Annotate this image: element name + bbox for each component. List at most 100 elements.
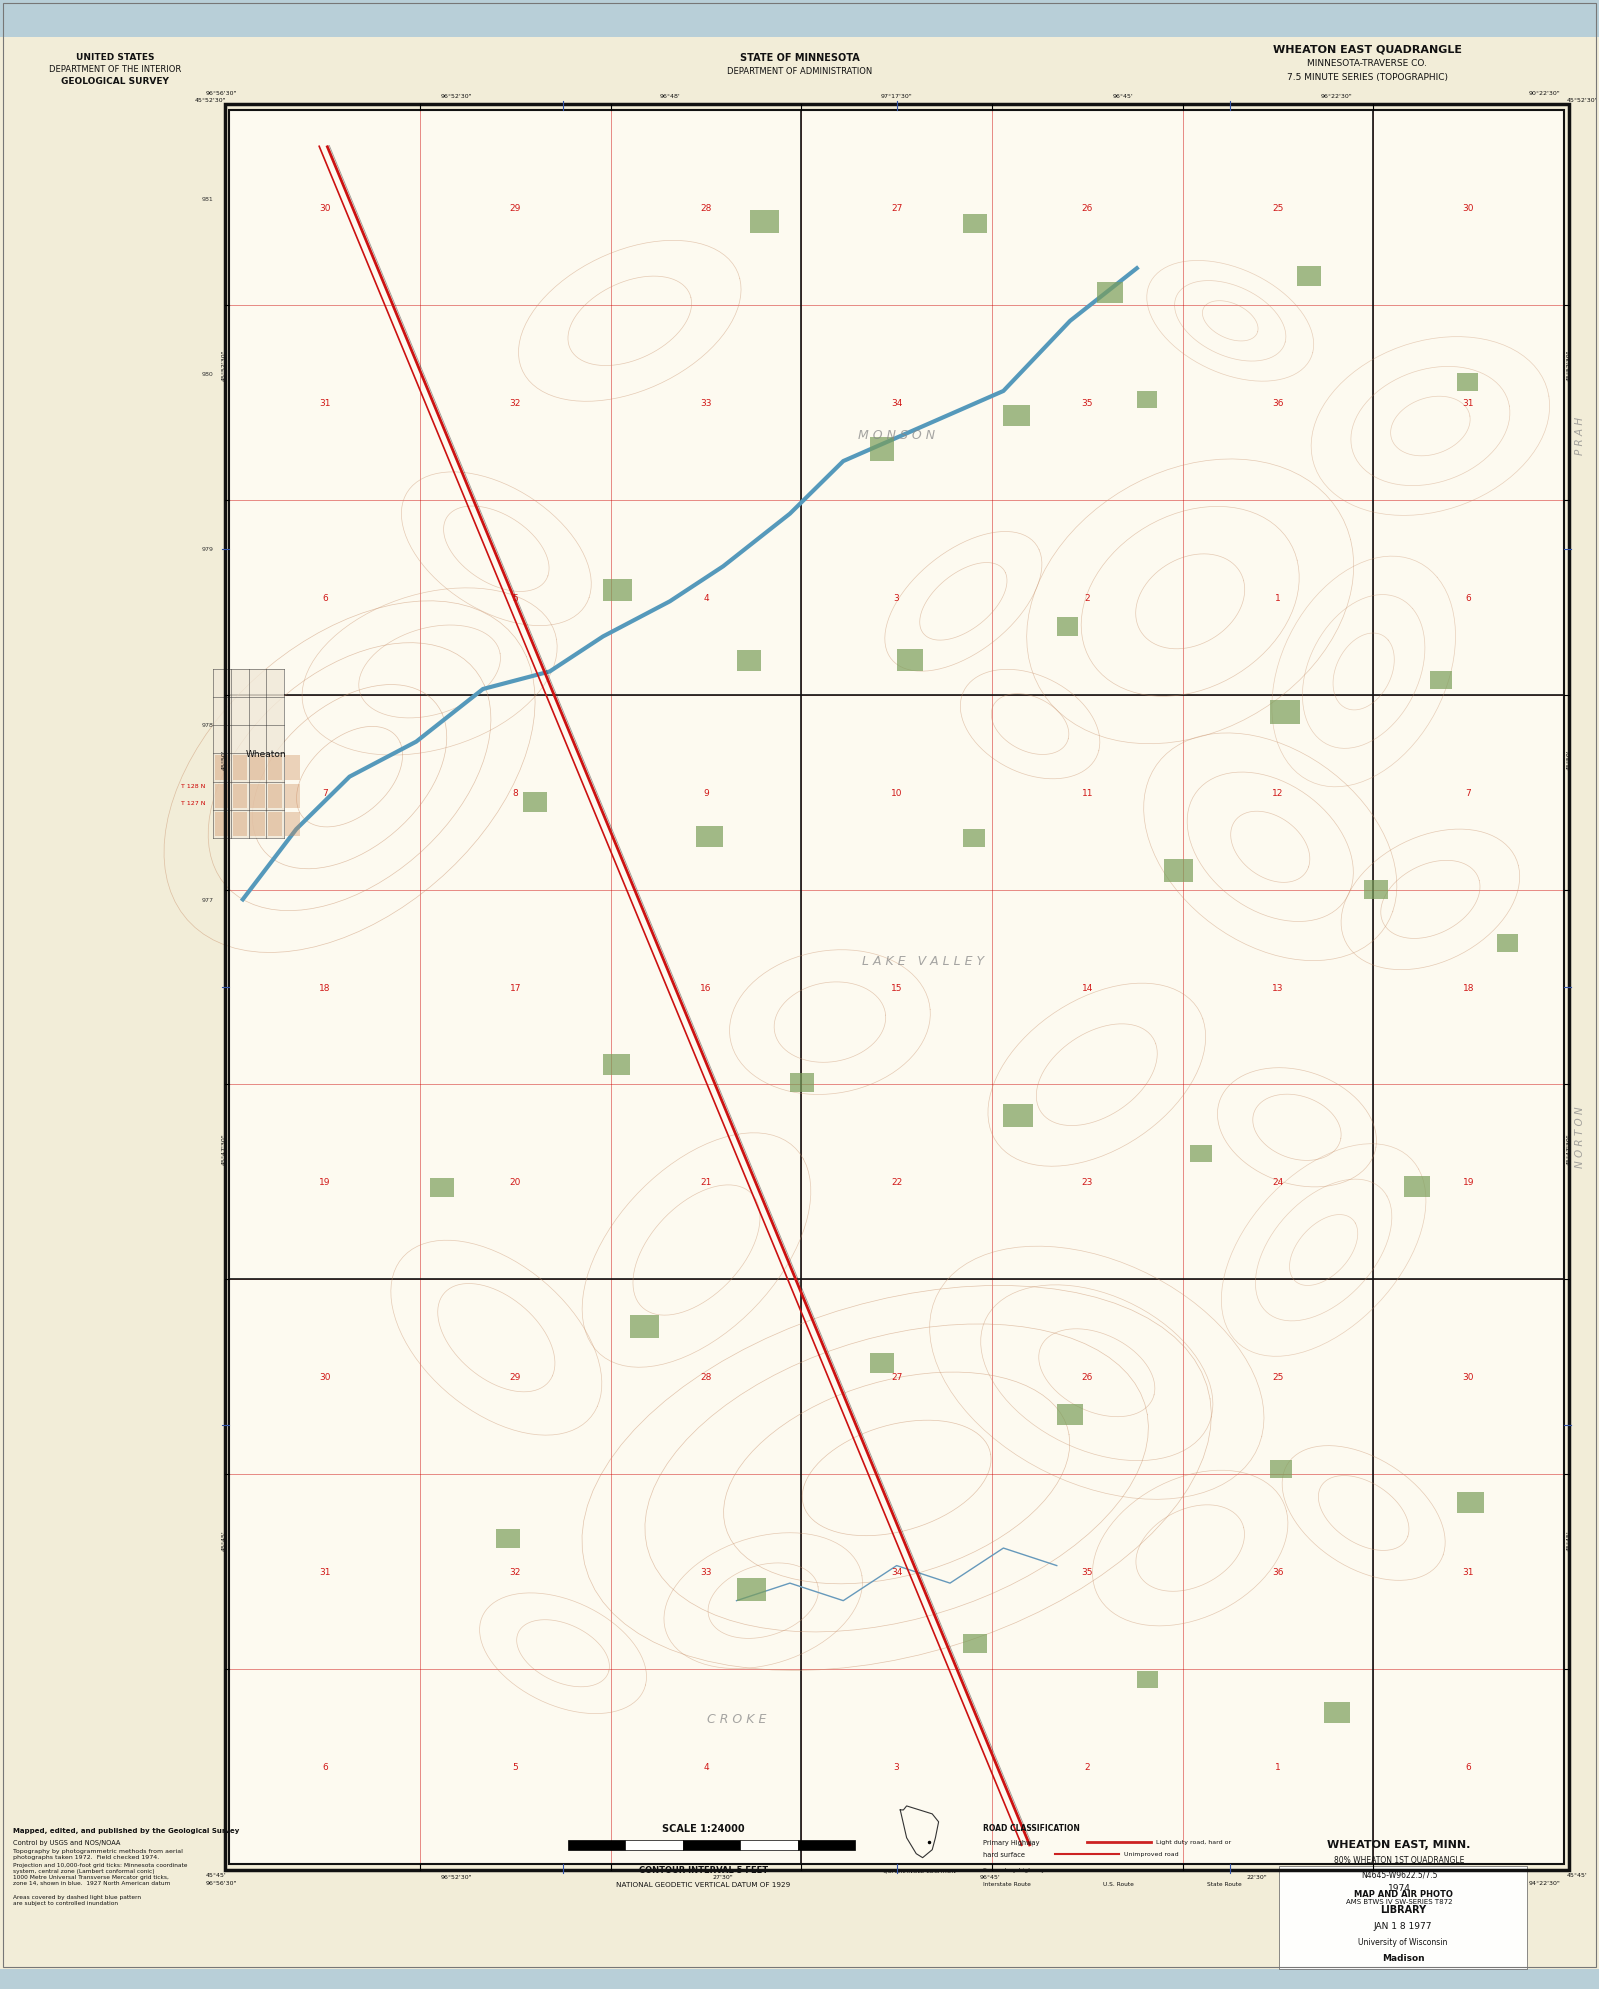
Text: Areas covered by dashed light blue pattern
are subject to controlled inundation: Areas covered by dashed light blue patte…	[13, 1894, 141, 1905]
Text: 96°45': 96°45'	[1113, 93, 1134, 99]
Text: 978: 978	[201, 722, 213, 728]
Bar	[1137, 1671, 1158, 1689]
Bar	[1324, 1703, 1350, 1724]
Text: 16: 16	[700, 983, 712, 993]
Text: 6: 6	[1466, 593, 1471, 603]
Text: MAP AND AIR PHOTO: MAP AND AIR PHOTO	[1354, 1890, 1452, 1898]
Text: 36: 36	[1273, 400, 1284, 408]
Text: DEPARTMENT OF ADMINISTRATION: DEPARTMENT OF ADMINISTRATION	[728, 68, 871, 76]
Bar	[267, 784, 281, 808]
Text: 96°22'30": 96°22'30"	[1321, 93, 1353, 99]
Bar	[625, 1840, 683, 1850]
Text: 45°47'30": 45°47'30"	[1567, 1134, 1572, 1166]
Text: 35: 35	[1081, 400, 1094, 408]
Bar	[1457, 1492, 1484, 1514]
Bar	[0, 0, 1599, 38]
Text: 30: 30	[1463, 1372, 1474, 1382]
Text: 1: 1	[1274, 1762, 1281, 1770]
Bar	[249, 812, 264, 837]
Text: SCALE 1:24000: SCALE 1:24000	[662, 1822, 745, 1834]
Text: 27'30": 27'30"	[713, 1874, 734, 1880]
Bar	[1004, 406, 1030, 428]
Text: 96°45': 96°45'	[980, 1874, 1001, 1880]
Text: STATE OF MINNESOTA: STATE OF MINNESOTA	[740, 52, 859, 64]
Text: 10: 10	[891, 788, 902, 798]
Text: NATIONAL GEODETIC VERTICAL DATUM OF 1929: NATIONAL GEODETIC VERTICAL DATUM OF 1929	[617, 1880, 790, 1888]
Text: 96°56'30": 96°56'30"	[205, 90, 237, 95]
Text: 35: 35	[1081, 1567, 1094, 1575]
Text: 7.5 MINUTE SERIES (TOPOGRAPHIC): 7.5 MINUTE SERIES (TOPOGRAPHIC)	[1287, 74, 1447, 82]
Bar	[1057, 1404, 1084, 1426]
Text: 80% WHEATON 1ST QUADRANGLE: 80% WHEATON 1ST QUADRANGLE	[1334, 1856, 1465, 1864]
Text: 31: 31	[320, 400, 331, 408]
Text: 45°52'30": 45°52'30"	[1567, 97, 1599, 103]
Text: M O N S O N: M O N S O N	[859, 430, 935, 442]
Text: 96°52'30": 96°52'30"	[440, 93, 472, 99]
Text: T 127 N: T 127 N	[181, 802, 205, 806]
Text: 15: 15	[891, 983, 902, 993]
Text: 4: 4	[704, 593, 708, 603]
Bar	[214, 784, 230, 808]
Bar	[233, 784, 246, 808]
Text: CONTOUR INTERVAL 5 FEET: CONTOUR INTERVAL 5 FEET	[640, 1866, 768, 1874]
Bar	[603, 579, 633, 603]
Bar	[798, 1840, 855, 1850]
Bar	[430, 1179, 454, 1197]
Text: P R A H: P R A H	[1575, 416, 1585, 455]
Text: 32: 32	[510, 400, 521, 408]
Text: 26: 26	[1081, 1372, 1094, 1382]
Text: 12: 12	[1273, 788, 1284, 798]
Bar	[603, 1054, 630, 1076]
Text: 32: 32	[510, 1567, 521, 1575]
Text: 45°47'30": 45°47'30"	[221, 1134, 227, 1166]
Text: AMS BTWS IV SW-SERIES T872: AMS BTWS IV SW-SERIES T872	[1346, 1898, 1452, 1905]
Text: N O R T O N: N O R T O N	[1575, 1106, 1585, 1168]
Text: 30: 30	[1463, 205, 1474, 213]
Bar	[790, 1074, 814, 1092]
Text: WHEATON EAST QUADRANGLE: WHEATON EAST QUADRANGLE	[1273, 44, 1461, 56]
Text: 4: 4	[704, 1762, 708, 1770]
Text: 33: 33	[700, 1567, 712, 1575]
Bar	[285, 812, 301, 837]
Bar	[1404, 1177, 1431, 1197]
Text: 31: 31	[1463, 1567, 1474, 1575]
Text: QUADRANGLE LOCATION: QUADRANGLE LOCATION	[883, 1868, 956, 1872]
Bar	[249, 756, 264, 780]
Text: MINNESOTA-TRAVERSE CO.: MINNESOTA-TRAVERSE CO.	[1308, 60, 1426, 68]
Text: 3: 3	[894, 1762, 900, 1770]
Bar	[1457, 374, 1479, 392]
Text: 13: 13	[1273, 983, 1284, 993]
Bar	[870, 438, 894, 461]
Bar	[963, 1635, 987, 1653]
Text: 22'30": 22'30"	[1247, 1874, 1268, 1880]
Text: 19: 19	[320, 1177, 331, 1187]
Text: 96°48': 96°48'	[659, 93, 680, 99]
Text: 1: 1	[1274, 593, 1281, 603]
Text: L A K E   V A L L E Y: L A K E V A L L E Y	[862, 955, 985, 969]
Bar	[870, 1355, 894, 1372]
Text: 45°50': 45°50'	[221, 750, 227, 770]
Text: 14: 14	[1081, 983, 1094, 993]
Text: 45°45': 45°45'	[206, 1872, 227, 1878]
Text: 20: 20	[510, 1177, 521, 1187]
Text: DEPARTMENT OF THE INTERIOR: DEPARTMENT OF THE INTERIOR	[50, 66, 181, 74]
Text: Secondary highway: Secondary highway	[983, 1868, 1046, 1872]
Bar	[630, 1315, 659, 1339]
Text: U.S. Route: U.S. Route	[1103, 1882, 1134, 1886]
Text: 90°22'30": 90°22'30"	[1529, 90, 1561, 95]
Text: 26: 26	[1081, 205, 1094, 213]
Bar	[230, 111, 1564, 1864]
Text: 28: 28	[700, 1372, 712, 1382]
Bar	[1004, 1106, 1033, 1128]
Bar	[1297, 267, 1321, 286]
Text: 29: 29	[510, 1372, 521, 1382]
Bar	[285, 756, 301, 780]
Text: 19: 19	[1463, 1177, 1474, 1187]
Text: 45°45': 45°45'	[221, 1530, 227, 1549]
Bar	[214, 756, 230, 780]
Text: GEOLOGICAL SURVEY: GEOLOGICAL SURVEY	[61, 78, 169, 86]
Text: 981: 981	[201, 197, 213, 201]
Bar	[737, 1577, 766, 1601]
Text: 22: 22	[891, 1177, 902, 1187]
Text: N4645-W9622.5/7.5: N4645-W9622.5/7.5	[1361, 1870, 1438, 1878]
